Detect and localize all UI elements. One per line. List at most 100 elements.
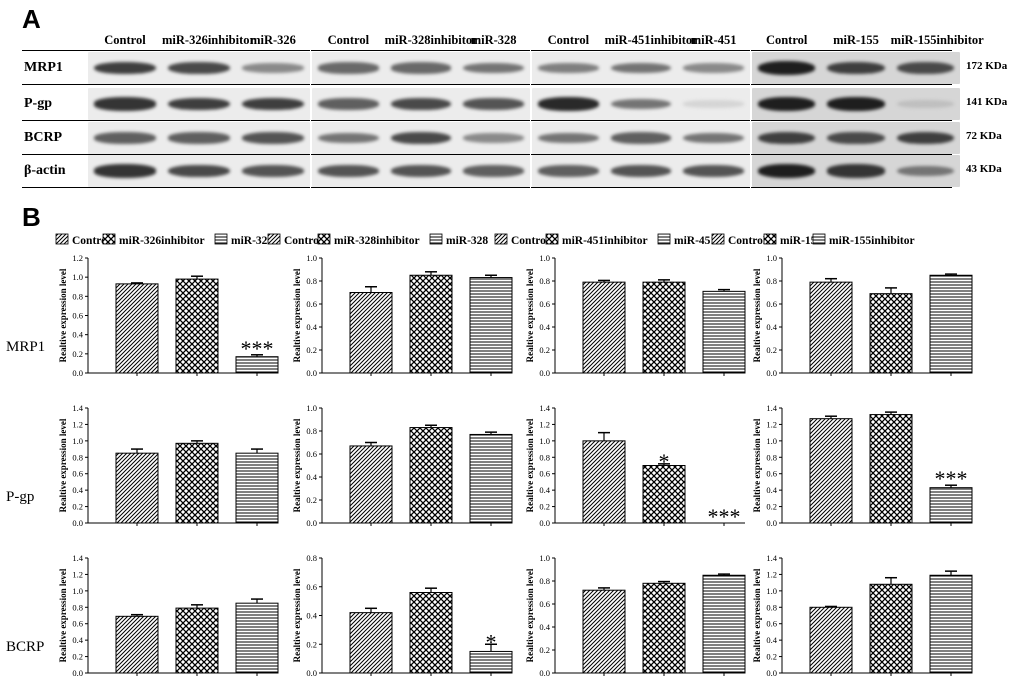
- bar: [469, 650, 513, 674]
- lane-label: Control: [547, 33, 590, 47]
- y-tick-label: 0.0: [766, 518, 777, 528]
- bar: [702, 574, 746, 674]
- row-label: BCRP: [24, 130, 63, 145]
- y-axis-label: Realtive expression level: [292, 418, 302, 512]
- y-tick-label: 0.0: [72, 368, 83, 378]
- y-tick-label: 0.6: [72, 311, 83, 321]
- y-tick-label: 0.4: [72, 485, 83, 495]
- y-tick-label: 0.4: [766, 635, 777, 645]
- panel-a-label: A: [22, 4, 41, 34]
- y-tick-label: 0.8: [766, 602, 777, 612]
- bar: [642, 281, 686, 374]
- y-tick-label: 0.2: [306, 495, 317, 505]
- bar: [469, 433, 513, 524]
- lane-label: miR-451: [690, 33, 737, 47]
- blot-band: [758, 61, 816, 75]
- legend-label: Control: [511, 235, 549, 247]
- y-tick-label: 0.2: [72, 349, 83, 359]
- y-tick-label: 0.0: [539, 668, 550, 678]
- y-tick-label: 1.0: [72, 586, 83, 596]
- blot-band: [168, 164, 230, 178]
- top-separator: [22, 50, 952, 52]
- legend-swatch: [214, 233, 228, 245]
- y-tick-label: 0.8: [306, 553, 317, 563]
- lane-label: Control: [104, 33, 146, 47]
- bar: [409, 427, 453, 524]
- blot-band: [896, 61, 954, 75]
- blot-band: [538, 97, 599, 111]
- y-tick-label: 0.6: [766, 469, 777, 479]
- size-label: 43 KDa: [966, 163, 1002, 175]
- blot-band: [318, 132, 379, 144]
- legend-swatch: [317, 233, 331, 245]
- bar: [642, 582, 686, 674]
- blot-band: [610, 98, 672, 110]
- blot-band: [318, 98, 379, 110]
- blot-band: [463, 62, 524, 74]
- y-tick-label: 0.2: [539, 645, 550, 655]
- legend-label: miR-326inhibitor: [119, 235, 205, 247]
- blot-band: [896, 131, 954, 145]
- y-tick-label: 0.8: [539, 276, 550, 286]
- legend-label: miR-326: [231, 235, 273, 247]
- y-tick-label: 1.2: [72, 419, 83, 429]
- blot-band: [610, 165, 672, 177]
- legend-swatch: [267, 233, 281, 245]
- lane-label: miR-155: [833, 33, 879, 47]
- legend-swatch: [812, 233, 826, 245]
- y-tick-label: 1.2: [539, 419, 550, 429]
- y-tick-label: 1.4: [72, 553, 83, 563]
- legend-swatch: [494, 233, 508, 245]
- y-axis-label: Realtive expression level: [525, 418, 535, 512]
- y-tick-label: 0.2: [306, 345, 317, 355]
- bar: [349, 612, 393, 674]
- significance-marker: ***: [241, 336, 274, 361]
- row-label: β-actin: [24, 163, 66, 178]
- blot-band: [318, 62, 379, 74]
- y-tick-label: 0.6: [72, 469, 83, 479]
- y-tick-label: 0.2: [72, 652, 83, 662]
- bar: [929, 574, 973, 674]
- y-tick-label: 0.4: [766, 322, 777, 332]
- row-label: MRP1: [24, 60, 63, 75]
- bar: [115, 615, 159, 674]
- blot-band: [896, 100, 954, 108]
- lane-label: miR-328inhibitor: [384, 33, 478, 47]
- bar: [175, 442, 219, 524]
- bar: [809, 418, 853, 524]
- lane-label: miR-326: [250, 33, 296, 47]
- y-tick-label: 0.6: [766, 299, 777, 309]
- blot-band: [94, 61, 156, 75]
- y-tick-label: 1.0: [766, 436, 777, 446]
- y-axis-label: Realtive expression level: [752, 418, 762, 512]
- blot-band: [683, 63, 744, 73]
- y-tick-label: 0.6: [766, 619, 777, 629]
- bar: [409, 274, 453, 374]
- y-tick-label: 0.8: [72, 602, 83, 612]
- bar: [869, 414, 913, 524]
- y-tick-label: 1.0: [72, 436, 83, 446]
- y-tick-label: 0.2: [766, 502, 777, 512]
- y-tick-label: 1.4: [766, 403, 777, 413]
- blot-band: [683, 165, 744, 177]
- blot-band: [827, 164, 885, 178]
- bar: [469, 277, 513, 374]
- y-tick-label: 0.8: [766, 276, 777, 286]
- row-separator: [22, 120, 952, 122]
- blot-band: [390, 131, 452, 145]
- blot-band: [168, 132, 230, 144]
- y-axis-label: Realtive expression level: [752, 568, 762, 662]
- y-tick-label: 1.4: [766, 553, 777, 563]
- row-label: P-gp: [24, 96, 52, 111]
- y-tick-label: 0.0: [766, 368, 777, 378]
- y-axis-label: Realtive expression level: [292, 268, 302, 362]
- bar: [582, 589, 626, 674]
- y-axis-label: Realtive expression level: [525, 568, 535, 662]
- bar: [809, 606, 853, 674]
- legend-swatch: [55, 233, 69, 245]
- y-tick-label: 1.0: [306, 403, 317, 413]
- legend-label: miR-155inhibitor: [829, 235, 915, 247]
- blot-band: [390, 165, 452, 177]
- legend-swatch: [429, 233, 443, 245]
- chart-row-label: MRP1: [6, 339, 45, 355]
